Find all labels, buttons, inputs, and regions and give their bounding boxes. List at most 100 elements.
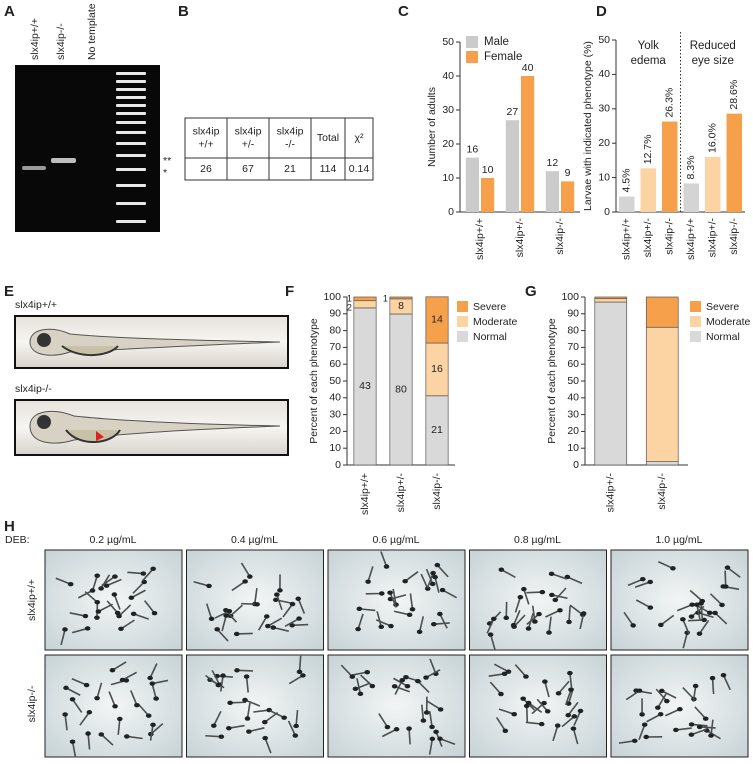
larva: [262, 719, 268, 725]
larva: [566, 619, 572, 625]
larva: [680, 617, 686, 622]
bar-segment: [645, 326, 679, 462]
table-cell: 114: [320, 163, 337, 175]
larva: [689, 589, 703, 602]
larva: [69, 739, 76, 744]
larva: [696, 631, 703, 636]
larva: [118, 604, 132, 617]
table-header: χ²: [354, 132, 364, 144]
larva: [525, 705, 529, 722]
larva: [501, 671, 508, 677]
bar: [545, 171, 559, 212]
larva: [423, 675, 429, 680]
larva: [120, 619, 135, 630]
bar-segment: [645, 461, 679, 466]
count-label: 16: [431, 363, 443, 375]
ladder-band: [116, 202, 146, 205]
larva: [557, 680, 570, 694]
y-tick-label: 0: [335, 459, 341, 471]
larva: [423, 710, 430, 715]
larva: [296, 669, 303, 675]
larva: [692, 685, 697, 702]
bar: [619, 196, 635, 212]
larva: [625, 690, 640, 701]
larva: [548, 571, 555, 576]
legend-label: Female: [484, 51, 522, 63]
table-cell: 26: [200, 163, 212, 175]
larva: [108, 691, 116, 707]
larva: [415, 678, 421, 684]
y-tick-label: 0: [604, 206, 610, 218]
larva: [544, 709, 551, 714]
larva: [242, 697, 248, 703]
larva: [100, 733, 114, 746]
larva: [67, 581, 74, 587]
ladder-band: [116, 142, 146, 145]
y-tick-label: 60: [329, 358, 341, 370]
larva: [86, 710, 93, 715]
ladder-band: [116, 88, 146, 91]
larva: [282, 603, 294, 618]
larva: [577, 708, 584, 714]
larva: [149, 663, 158, 679]
larva: [98, 732, 105, 737]
legend-swatch: [690, 301, 701, 312]
data-label: 26.3%: [664, 88, 676, 118]
larva: [505, 669, 512, 674]
bar: [683, 183, 699, 212]
count-label: 2: [347, 302, 352, 312]
y-tick-label: 30: [442, 104, 454, 116]
larva: [60, 629, 66, 646]
larva: [117, 718, 121, 735]
bar-segment: [353, 300, 377, 309]
larva: [381, 728, 397, 738]
larva: [538, 721, 545, 727]
larva: [688, 722, 695, 727]
larva: [134, 703, 140, 708]
larva: [98, 586, 104, 591]
larva: [208, 616, 215, 622]
table-header: slx4ip: [193, 125, 220, 137]
dose-label: 0.6 µg/mL: [373, 534, 420, 546]
larva: [118, 626, 124, 632]
larva: [528, 702, 543, 713]
row-label: slx4ip-/-: [26, 685, 38, 722]
y-axis-label: Percent of each phenotype: [308, 318, 320, 444]
larva: [360, 674, 373, 687]
y-tick-label: 40: [442, 70, 454, 82]
larva: [218, 734, 225, 739]
larva: [526, 613, 540, 625]
larva: [647, 579, 654, 585]
ladder-band: [116, 168, 146, 171]
dose-label: 0.4 µg/mL: [231, 534, 278, 546]
group-label: Reduced: [690, 40, 736, 52]
larva: [226, 725, 232, 731]
larva: [242, 579, 248, 584]
larva: [340, 664, 353, 678]
larva: [144, 600, 156, 614]
larva: [122, 671, 138, 681]
larva: [523, 588, 530, 605]
larva: [511, 624, 517, 629]
group-label: edema: [631, 55, 667, 67]
bar-segment: [594, 301, 628, 466]
larva: [568, 687, 574, 692]
y-tick-label: 40: [598, 68, 610, 80]
larva: [429, 736, 436, 742]
larva: [378, 591, 385, 596]
y-tick-label: 100: [561, 291, 579, 303]
larva: [647, 605, 654, 610]
bar-segment: [594, 298, 628, 303]
larva: [565, 712, 572, 718]
larva: [517, 594, 524, 600]
larva: [429, 581, 436, 587]
data-label: 12.7%: [642, 135, 654, 165]
data-label: 40: [522, 62, 534, 74]
larva: [243, 674, 250, 679]
larva: [221, 615, 227, 632]
larva: [94, 695, 100, 701]
plate-image: [327, 654, 466, 758]
larva: [383, 564, 390, 569]
y-axis-label: Number of adults: [426, 87, 438, 167]
